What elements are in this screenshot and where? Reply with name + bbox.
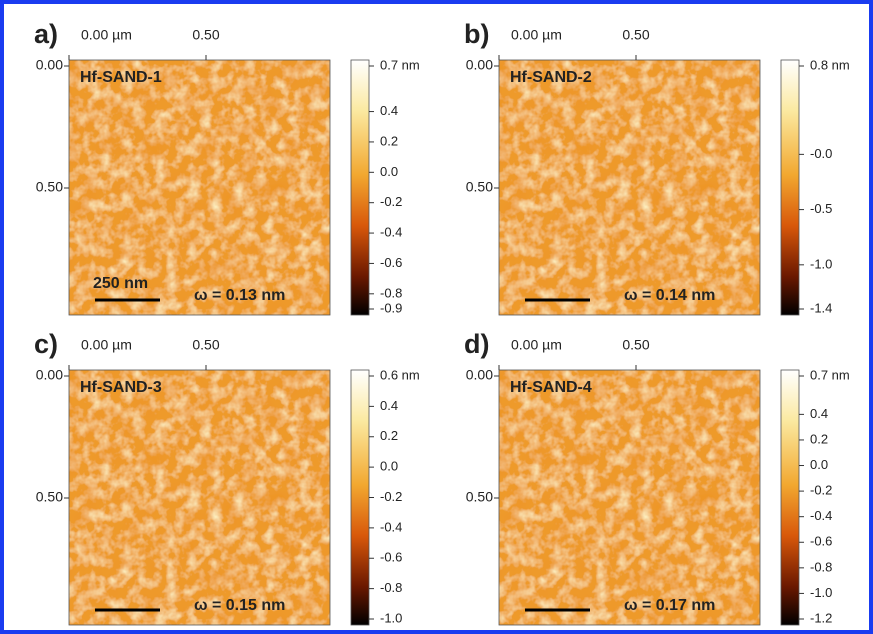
y-tick-label: 0.50 xyxy=(36,489,63,505)
colorbar-label: -0.2 xyxy=(380,489,402,504)
colorbar xyxy=(780,369,800,626)
sample-name: Hf-SAND-3 xyxy=(80,379,162,396)
colorbar-label: 0.7 nm xyxy=(380,57,420,72)
colorbar-label: -0.4 xyxy=(810,508,832,523)
y-tick-label: 0.50 xyxy=(36,179,63,195)
colorbar-label: -0.6 xyxy=(810,534,832,549)
colorbar-label: -0.8 xyxy=(380,580,402,595)
afm-image xyxy=(69,60,330,315)
panel-label: a) xyxy=(34,19,58,49)
colorbar-label: -1.0 xyxy=(380,610,402,625)
roughness: ω = 0.17 nm xyxy=(624,597,715,614)
colorbar-label: -0.8 xyxy=(810,559,832,574)
colorbar-label: -1.4 xyxy=(810,300,832,315)
colorbar-label: -1.2 xyxy=(810,610,832,625)
colorbar xyxy=(350,59,370,316)
x-tick-label: 0.50 xyxy=(192,337,219,353)
colorbar-label: 0.7 nm xyxy=(810,367,850,382)
sample-name: Hf-SAND-4 xyxy=(510,379,592,396)
colorbar-label: 0.2 xyxy=(810,431,828,446)
panel: a) 0.00 µm 0.50 0.00 0.50 Hf-SAND-1 ω = 0.13 n… xyxy=(34,19,420,315)
colorbar-label: 0.6 nm xyxy=(380,367,420,382)
panel-label: b) xyxy=(464,19,489,49)
colorbar-label: -0.5 xyxy=(810,201,832,216)
colorbar-label: -0.2 xyxy=(810,483,832,498)
x-tick-label: 0.00 µm xyxy=(511,337,562,353)
colorbar-label: 0.4 xyxy=(380,398,398,413)
colorbar-label: -0.6 xyxy=(380,550,402,565)
afm-image xyxy=(499,60,760,315)
panel-label: c) xyxy=(34,329,58,359)
roughness: ω = 0.13 nm xyxy=(194,287,285,304)
y-tick-label: 0.00 xyxy=(466,367,493,383)
x-tick-label: 0.00 µm xyxy=(81,337,132,353)
y-tick-label: 0.50 xyxy=(466,489,493,505)
colorbar-label: 0.8 nm xyxy=(810,57,850,72)
colorbar-label: -0.4 xyxy=(380,519,402,534)
colorbar xyxy=(350,369,370,626)
x-tick-label: 0.50 xyxy=(192,27,219,43)
colorbar-label: -1.0 xyxy=(810,256,832,271)
y-tick-label: 0.00 xyxy=(36,367,63,383)
panel: c) 0.00 µm 0.50 0.00 0.50 Hf-SAND-3 ω = 0.15 n… xyxy=(34,329,420,625)
colorbar-label: -0.9 xyxy=(380,300,402,315)
colorbar-label: -1.0 xyxy=(810,585,832,600)
scale-bar-label: 250 nm xyxy=(93,275,148,292)
roughness: ω = 0.14 nm xyxy=(624,287,715,304)
afm-image xyxy=(69,370,330,625)
x-tick-label: 0.00 µm xyxy=(81,27,132,43)
panel: b) 0.00 µm 0.50 0.00 0.50 Hf-SAND-2 ω = 0.14 n… xyxy=(464,19,850,315)
colorbar-label: 0.0 xyxy=(380,459,398,474)
colorbar-label: 0.2 xyxy=(380,428,398,443)
afm-image xyxy=(499,370,760,625)
colorbar-label: -0.8 xyxy=(380,285,402,300)
sample-name: Hf-SAND-1 xyxy=(80,69,162,86)
x-tick-label: 0.50 xyxy=(622,337,649,353)
colorbar-label: -0.6 xyxy=(380,255,402,270)
colorbar xyxy=(780,59,800,316)
colorbar-label: -0.2 xyxy=(380,194,402,209)
colorbar-label: -0.0 xyxy=(810,146,832,161)
colorbar-label: -0.4 xyxy=(380,225,402,240)
x-tick-label: 0.50 xyxy=(622,27,649,43)
panel-label: d) xyxy=(464,329,489,359)
sample-name: Hf-SAND-2 xyxy=(510,69,592,86)
panel: d) 0.00 µm 0.50 0.00 0.50 Hf-SAND-4 ω = 0.17 n… xyxy=(464,329,850,625)
x-tick-label: 0.00 µm xyxy=(511,27,562,43)
y-tick-label: 0.00 xyxy=(36,57,63,73)
y-tick-label: 0.00 xyxy=(466,57,493,73)
colorbar-label: 0.2 xyxy=(380,133,398,148)
colorbar-label: 0.4 xyxy=(810,406,828,421)
colorbar-label: 0.0 xyxy=(810,457,828,472)
y-tick-label: 0.50 xyxy=(466,179,493,195)
colorbar-label: 0.4 xyxy=(380,103,398,118)
roughness: ω = 0.15 nm xyxy=(194,597,285,614)
colorbar-label: 0.0 xyxy=(380,164,398,179)
